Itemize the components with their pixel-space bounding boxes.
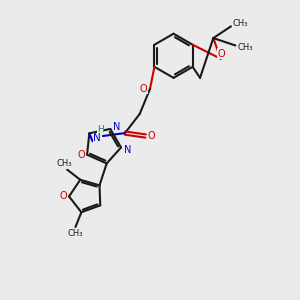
- Text: CH₃: CH₃: [68, 229, 83, 238]
- Text: CH₃: CH₃: [232, 20, 248, 28]
- Text: CH₃: CH₃: [237, 43, 253, 52]
- Text: N: N: [113, 122, 121, 132]
- Text: O: O: [77, 150, 85, 160]
- Text: H: H: [97, 125, 104, 134]
- Text: O: O: [148, 131, 155, 141]
- Text: N: N: [93, 134, 101, 143]
- Text: O: O: [218, 49, 225, 59]
- Text: CH₃: CH₃: [56, 159, 72, 168]
- Text: O: O: [59, 191, 67, 201]
- Text: N: N: [124, 145, 131, 155]
- Text: O: O: [140, 84, 147, 94]
